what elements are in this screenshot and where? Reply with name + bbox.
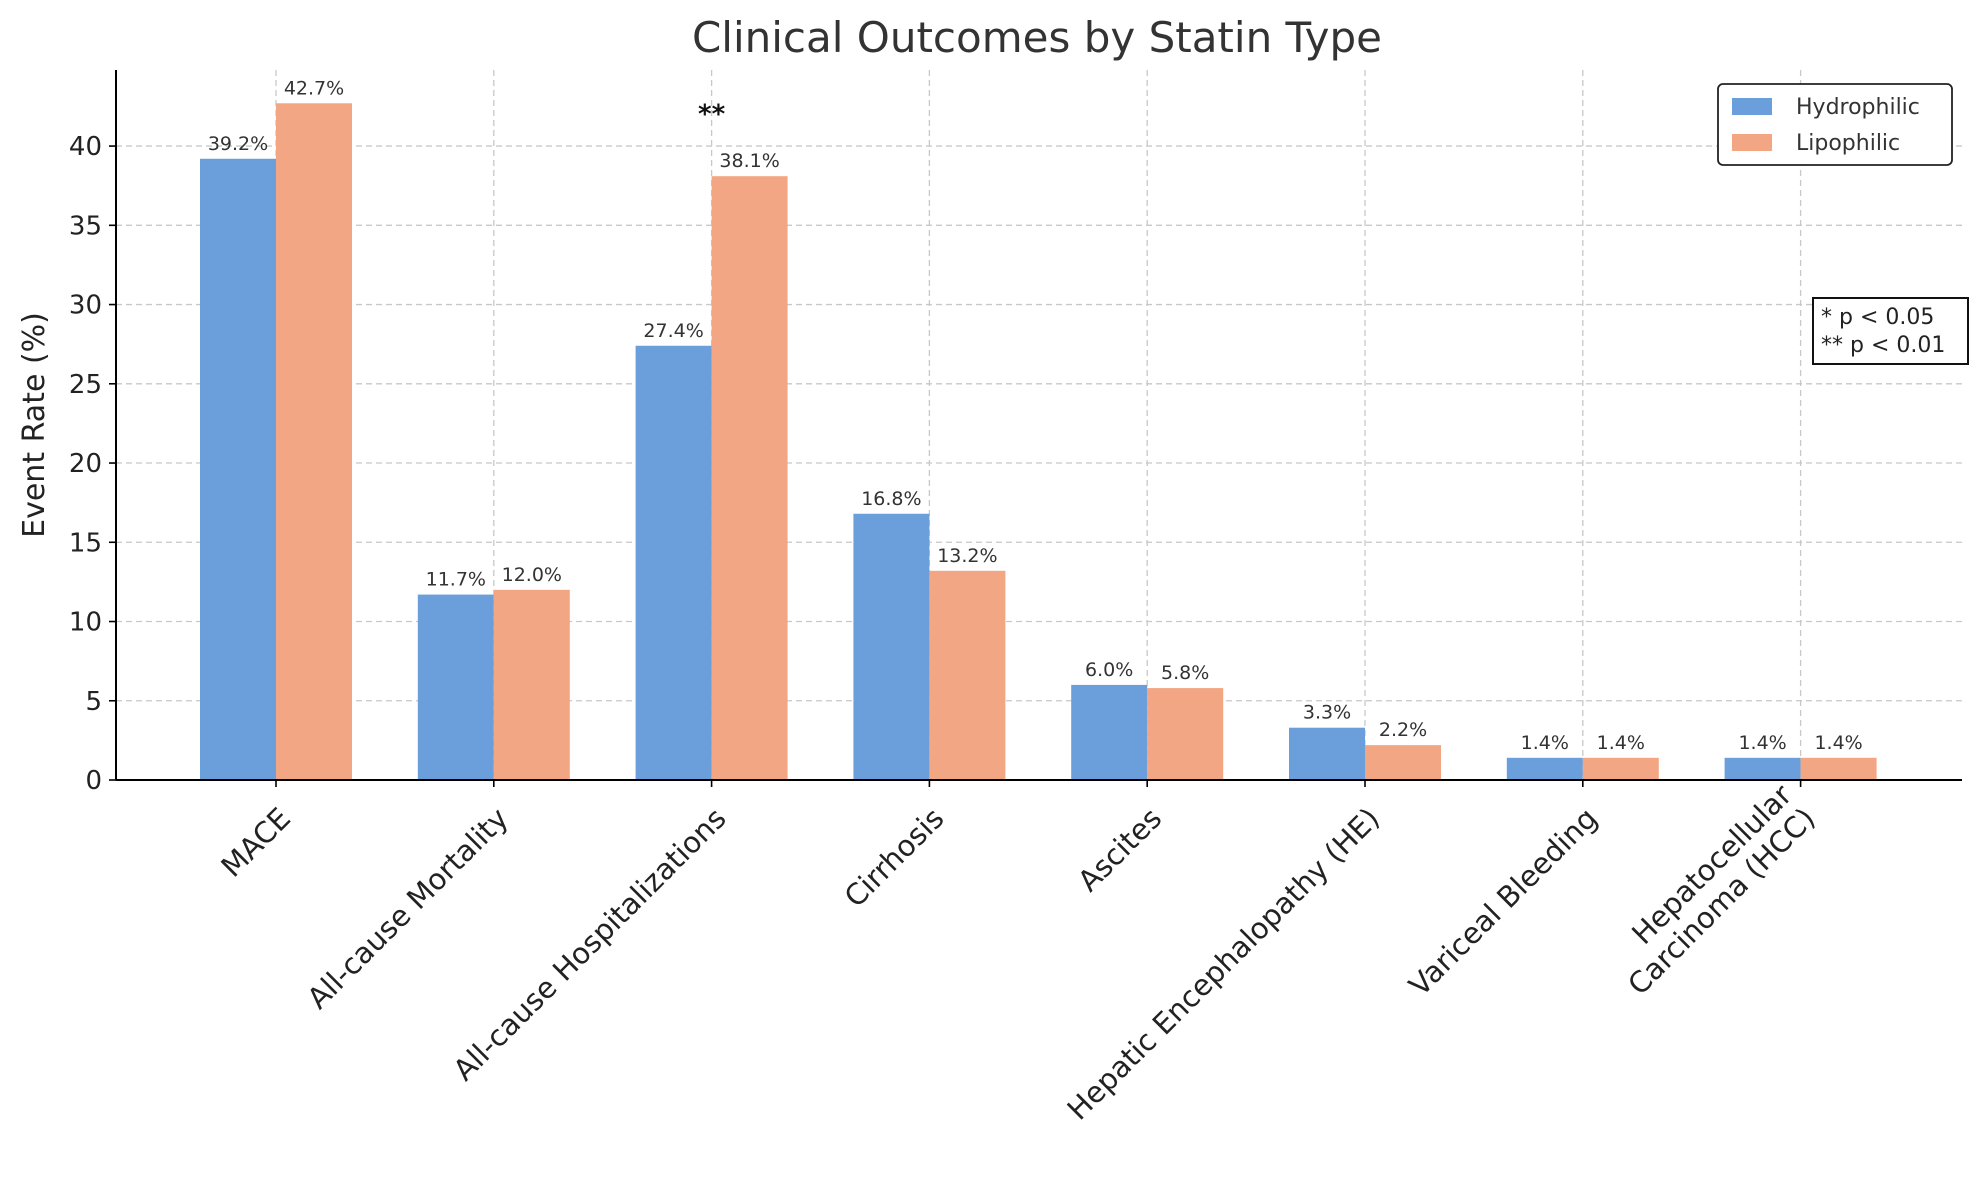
bar-lipophilic-6 <box>1582 757 1659 780</box>
y-tick-label: 40 <box>69 132 102 162</box>
bar-value-label: 1.4% <box>1521 732 1569 754</box>
x-tick-label-line: Variceal Bleeding <box>1402 801 1604 1003</box>
y-tick-label: 10 <box>69 608 102 638</box>
bar-hydrophilic-7 <box>1724 757 1801 780</box>
significance-note-line: * p < 0.05 <box>1821 305 1934 330</box>
x-tick-label: Variceal Bleeding <box>1402 801 1604 1003</box>
x-tick-label: Ascites <box>1071 801 1168 898</box>
chart-title: Clinical Outcomes by Statin Type <box>692 13 1382 62</box>
bar-value-label: 11.7% <box>426 569 486 591</box>
y-axis-label: Event Rate (%) <box>17 312 52 538</box>
bar-hydrophilic-0 <box>200 158 276 780</box>
legend-box <box>1717 83 1953 166</box>
x-tick-label-line: All-cause Mortality <box>301 801 515 1015</box>
legend-label-lipophilic: Lipophilic <box>1796 131 1900 156</box>
x-tick-label: HepatocellularCarcinoma (HCC) <box>1598 778 1822 1002</box>
x-tick-label-line: Ascites <box>1071 801 1168 898</box>
y-tick-label: 35 <box>69 211 102 241</box>
x-tick-label: All-cause Mortality <box>301 801 515 1015</box>
bar-hydrophilic-2 <box>635 345 712 780</box>
bar-value-label: 39.2% <box>208 133 268 155</box>
bar-value-label: 16.8% <box>861 488 921 510</box>
bar-value-label: 1.4% <box>1597 732 1645 754</box>
bar-hydrophilic-5 <box>1289 727 1365 780</box>
bar-lipophilic-1 <box>493 589 570 780</box>
x-tick-label: MACE <box>214 801 297 884</box>
bar-value-label: 27.4% <box>643 320 703 342</box>
bar-lipophilic-4 <box>1147 688 1224 780</box>
y-tick-label: 30 <box>69 291 102 321</box>
x-tick-label-line: MACE <box>214 801 297 884</box>
y-tick-label: 20 <box>69 449 102 479</box>
bar-value-label: 12.0% <box>502 564 562 586</box>
bar-lipophilic-2 <box>711 176 788 780</box>
y-tick-label: 5 <box>85 687 102 717</box>
y-tick-label: 15 <box>69 528 102 558</box>
bar-value-label: 13.2% <box>937 545 997 567</box>
y-tick-label: 0 <box>85 766 102 796</box>
y-tick-label: 25 <box>69 370 102 400</box>
bar-value-label: 5.8% <box>1161 662 1209 684</box>
legend-swatch-hydrophilic <box>1732 98 1772 115</box>
bar-lipophilic-0 <box>276 103 352 780</box>
x-tick-label-line: Cirrhosis <box>838 801 951 914</box>
bar-hydrophilic-4 <box>1071 684 1148 780</box>
significance-note-box <box>1812 297 1969 365</box>
bar-hydrophilic-1 <box>417 594 494 780</box>
bar-value-label: 2.2% <box>1379 719 1427 741</box>
bar-value-label: 38.1% <box>719 150 779 172</box>
significance-marker: ** <box>698 99 726 129</box>
bar-value-label: 6.0% <box>1085 659 1133 681</box>
bar-hydrophilic-3 <box>853 513 930 780</box>
bar-value-label: 1.4% <box>1814 732 1862 754</box>
legend-swatch-lipophilic <box>1732 134 1772 151</box>
bar-value-label: 3.3% <box>1303 702 1351 724</box>
bar-hydrophilic-6 <box>1506 757 1583 780</box>
bar-lipophilic-3 <box>929 570 1006 780</box>
bar-lipophilic-5 <box>1365 745 1441 780</box>
bar-value-label: 42.7% <box>284 77 344 99</box>
bar-value-label: 1.4% <box>1738 732 1786 754</box>
x-tick-label: Cirrhosis <box>838 801 951 914</box>
bar-lipophilic-7 <box>1800 757 1877 780</box>
legend-label-hydrophilic: Hydrophilic <box>1796 95 1920 120</box>
significance-note-line: ** p < 0.01 <box>1821 333 1945 358</box>
